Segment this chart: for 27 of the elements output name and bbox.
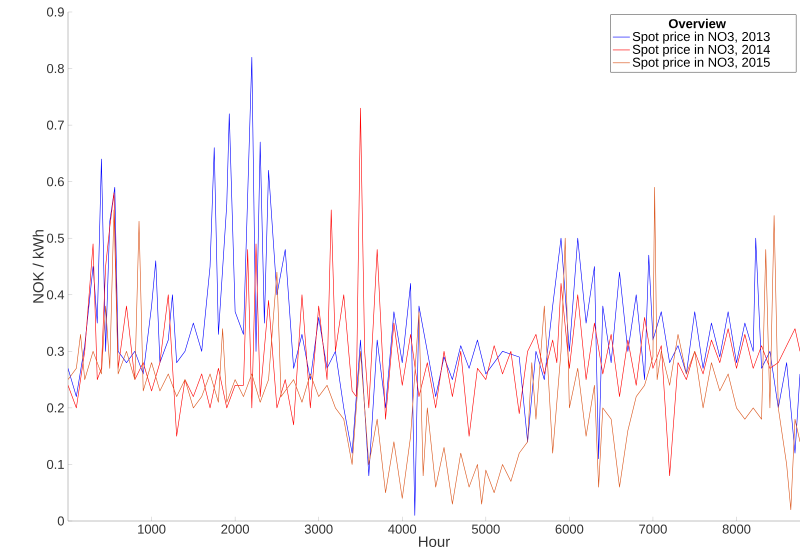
legend-label: Spot price in NO3, 2013: [632, 32, 770, 44]
y-tick-label: 0.6: [46, 177, 64, 186]
x-axis-title: Hour: [419, 536, 450, 547]
y-axis-title: NOK / kWh: [32, 230, 44, 303]
y-tick-label: 0.8: [46, 64, 64, 74]
legend-title: Overview: [668, 18, 726, 28]
y-tick-label: 0.5: [46, 234, 64, 243]
x-tick-label: 3000: [304, 524, 333, 534]
y-tick-label: 0.3: [46, 346, 64, 356]
line-series: [68, 108, 800, 476]
y-tick-label: 0: [58, 516, 64, 526]
y-tick-label: 0.2: [46, 403, 64, 412]
y-tick-label: 0.1: [46, 460, 64, 470]
x-tick-label: 6000: [556, 524, 584, 534]
legend-label: Spot price in NO3, 2015: [632, 57, 770, 70]
x-tick-label: 7000: [639, 524, 667, 534]
legend-label: Spot price in NO3, 2014: [632, 44, 770, 57]
x-tick-label: 8000: [722, 524, 750, 534]
line-series: [68, 56, 800, 516]
x-tick-label: 4000: [388, 524, 416, 534]
y-tick-label: 0.9: [46, 7, 64, 17]
line-series: [68, 187, 800, 510]
x-tick-label: 5000: [472, 524, 500, 534]
x-tick-label: 2000: [221, 524, 250, 534]
y-tick-label: 0.7: [46, 120, 64, 130]
y-tick-label: 0.4: [46, 290, 64, 300]
x-tick-label: 1000: [138, 524, 166, 534]
